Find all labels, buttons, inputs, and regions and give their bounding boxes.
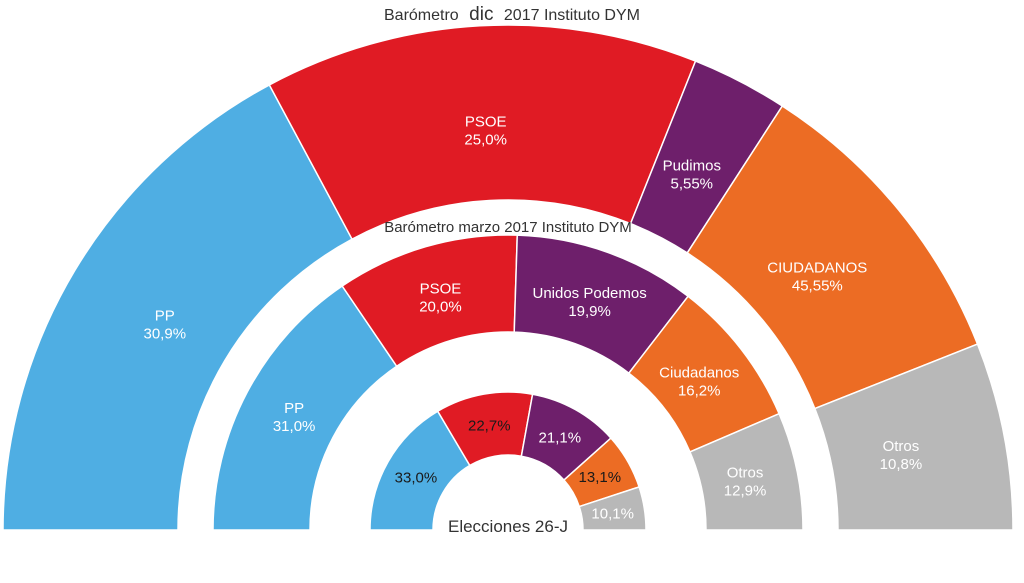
outer-segment-name-5: Otros xyxy=(883,438,920,455)
inner-ring-title: Elecciones 26-J xyxy=(448,517,568,536)
middle-segment-value-1: 31,0% xyxy=(273,418,316,435)
middle-segment-label-3: Unidos Podemos 19,9% xyxy=(532,285,646,320)
inner-segment-label-4: 13,1% xyxy=(579,469,622,486)
inner-segment-5 xyxy=(578,485,647,531)
middle-segment-value-4: 16,2% xyxy=(678,383,721,400)
inner-segment-label-3: 21,1% xyxy=(539,430,582,447)
middle-segment-name-4: Ciudadanos xyxy=(659,365,739,382)
outer-segment-label-2: PSOE 25,0% xyxy=(464,114,507,149)
middle-segment-name-2: PSOE xyxy=(420,281,462,298)
inner-segment-label-1: 33,0% xyxy=(395,469,438,486)
outer-segment-value-1: 30,9% xyxy=(144,326,187,343)
outer-segment-name-2: PSOE xyxy=(465,114,507,131)
outer-segment-label-4: CIUDADANOS 45,55% xyxy=(767,259,867,294)
inner-segment-label-5: 10,1% xyxy=(591,505,634,522)
outer-segment-name-1: PP xyxy=(155,308,175,325)
outer-segment-value-4: 45,55% xyxy=(792,277,843,294)
middle-segment-value-2: 20,0% xyxy=(419,299,462,316)
outer-segment-1 xyxy=(2,83,354,531)
middle-segment-label-2: PSOE 20,0% xyxy=(419,281,462,316)
outer-segment-value-3: 5,55% xyxy=(670,176,713,193)
middle-segment-value-3: 19,9% xyxy=(568,303,611,320)
middle-segment-label-5: Otros 12,9% xyxy=(724,464,767,499)
outer-segment-name-3: Pudimos xyxy=(663,158,721,175)
middle-ring-title: Barómetro marzo 2017 Instituto DYM xyxy=(384,219,632,236)
middle-segment-label-1: PP 31,0% xyxy=(273,400,316,435)
outer-segment-label-5: Otros 10,8% xyxy=(880,438,923,473)
outer-segment-label-1: PP 30,9% xyxy=(144,308,187,343)
middle-segment-5 xyxy=(688,412,804,531)
middle-segment-name-1: PP xyxy=(284,400,304,417)
outer-segment-label-3: Pudimos 5,55% xyxy=(663,158,721,193)
outer-segment-value-2: 25,0% xyxy=(464,132,507,149)
inner-segment-label-2: 22,7% xyxy=(468,418,511,435)
outer-segment-5 xyxy=(813,343,1014,531)
outer-segment-name-4: CIUDADANOS xyxy=(767,259,867,276)
middle-segment-name-3: Unidos Podemos xyxy=(532,285,646,302)
middle-segment-label-4: Ciudadanos 16,2% xyxy=(659,365,739,400)
outer-ring-title: Barómetro dic 2017 Instituto DYM xyxy=(384,4,640,25)
outer-segment-value-5: 10,8% xyxy=(880,456,923,473)
middle-segment-name-5: Otros xyxy=(727,464,764,481)
middle-segment-value-5: 12,9% xyxy=(724,482,767,499)
